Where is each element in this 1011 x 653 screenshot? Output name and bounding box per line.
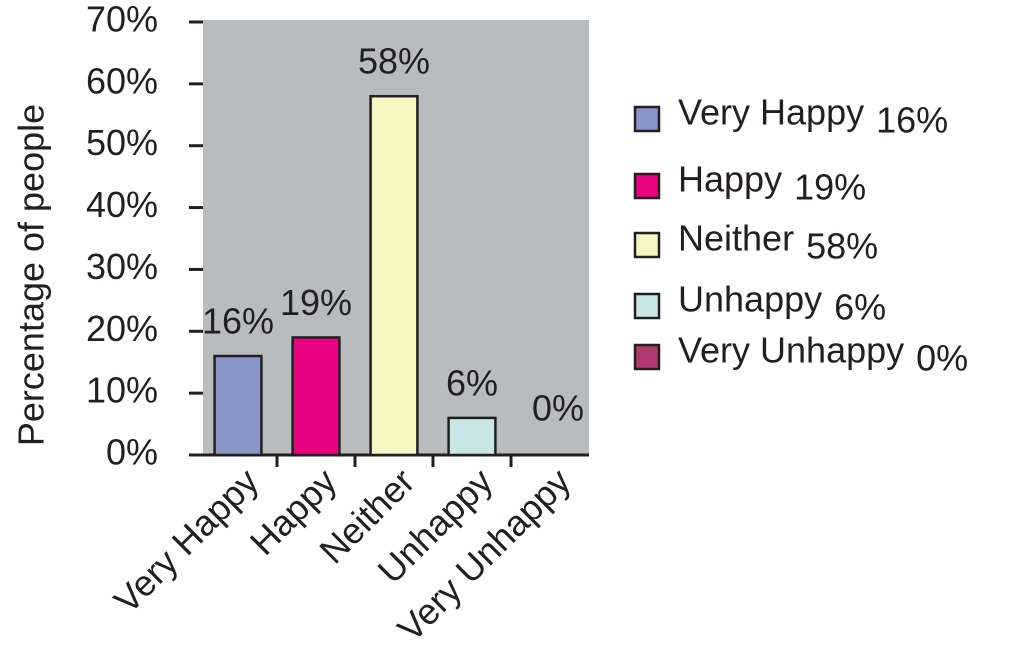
x-tick-label: Very Happy xyxy=(106,460,267,621)
legend-value: 0% xyxy=(916,338,968,379)
y-tick-label: 70% xyxy=(86,0,158,40)
legend-swatch xyxy=(633,105,661,133)
legend-value: 16% xyxy=(876,100,948,141)
y-tick-label: 60% xyxy=(86,60,158,101)
legend-swatch xyxy=(633,343,661,371)
y-tick-label: 0% xyxy=(106,432,158,473)
y-axis-label: Percentage of people xyxy=(11,104,52,446)
legend-swatch xyxy=(633,292,661,320)
legend-swatch xyxy=(633,172,661,200)
y-tick-label: 40% xyxy=(86,184,158,225)
legend-value: 6% xyxy=(834,287,886,328)
bar xyxy=(369,94,419,457)
legend-value: 19% xyxy=(794,167,866,208)
bar xyxy=(447,416,497,457)
legend-label: Happy xyxy=(678,159,782,200)
y-tick-label: 20% xyxy=(86,308,158,349)
bar xyxy=(213,354,263,457)
bar xyxy=(291,336,341,457)
value-label: 16% xyxy=(202,301,274,342)
value-label: 6% xyxy=(446,362,498,403)
value-label: 0% xyxy=(532,388,584,429)
value-label: 19% xyxy=(280,282,352,323)
legend-label: Neither xyxy=(678,218,794,259)
legend-swatch xyxy=(633,231,661,259)
legend-label: Unhappy xyxy=(678,279,822,320)
value-label: 58% xyxy=(358,41,430,82)
legend-value: 58% xyxy=(806,226,878,267)
legend-label: Very Happy xyxy=(678,92,864,133)
legend-label: Very Unhappy xyxy=(678,330,904,371)
y-tick-label: 50% xyxy=(86,122,158,163)
y-tick-label: 30% xyxy=(86,246,158,287)
y-tick-label: 10% xyxy=(86,370,158,411)
